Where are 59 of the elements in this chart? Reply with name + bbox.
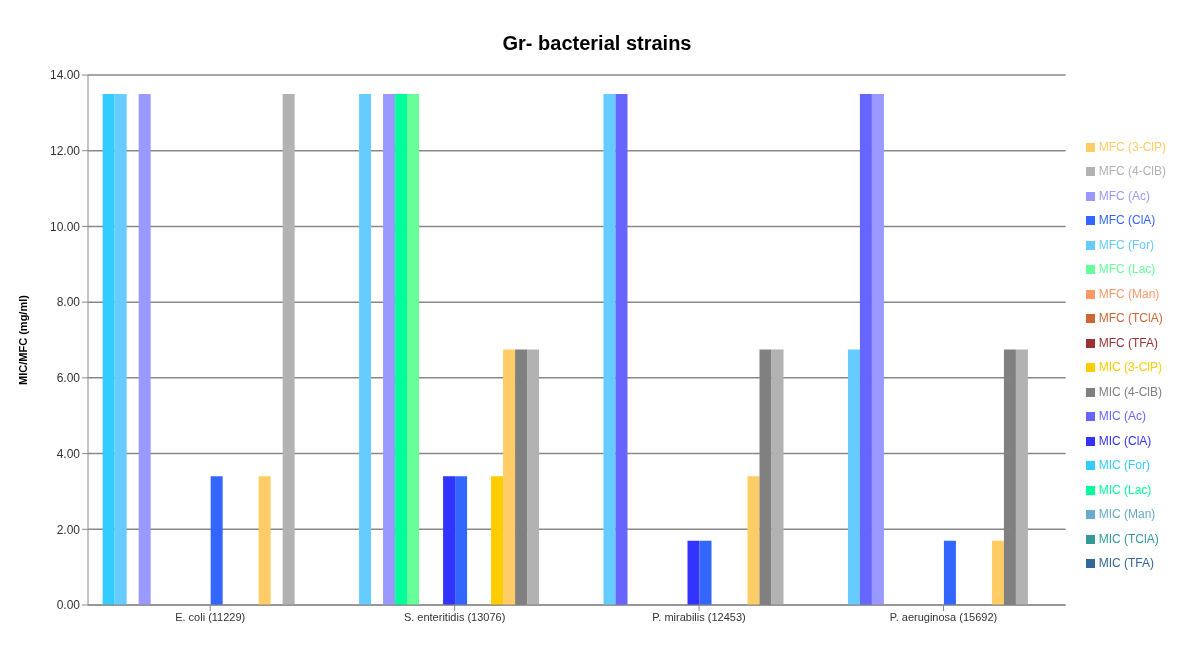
legend-label: MFC (4-ClB) [1098,164,1166,178]
y-tick-label: 8.00 [56,295,81,310]
bar [1015,349,1028,605]
bar [258,476,271,605]
bar [859,93,872,605]
y-axis-title: MIC/MFC (mg/ml) [16,294,29,385]
bar [282,93,295,605]
x-tick-label: P. aeruginosa (15692) [889,610,998,623]
bar [395,93,408,605]
legend-label: MFC (Lac) [1098,262,1156,276]
bar [359,93,372,605]
bar [847,349,860,605]
legend-label: MFC (For) [1098,237,1154,252]
legend-label: MIC (TFA) [1098,556,1154,570]
legend-label: MFC (TFA) [1098,335,1158,350]
legend-label: MFC (TClA) [1098,311,1163,325]
legend-label: MIC (For) [1098,458,1150,472]
bar [943,540,956,605]
bar [407,93,420,605]
legend-label: MIC (3-ClP) [1098,360,1162,374]
x-tick-label: E. coli (11229) [175,610,246,623]
legend-label: MIC (Lac) [1098,482,1152,497]
bar [102,93,115,605]
y-tick-label: 10.00 [49,219,81,234]
bar [615,93,628,605]
bar [455,476,468,605]
y-tick-label: 14.00 [49,68,81,83]
bar [991,540,1004,605]
x-tick-label: S. enteritidis (13076) [403,610,506,623]
bar [383,93,396,605]
bar [138,93,151,605]
legend-label: MIC (ClA) [1098,433,1152,448]
bar [114,93,127,605]
bar [687,540,700,605]
legend-label: MFC (3-ClP) [1098,139,1166,154]
legend-label: MIC (4-ClB) [1098,384,1162,399]
y-tick-label: 2.00 [56,522,81,537]
bar [503,349,516,605]
legend-label: MIC (Ac) [1098,409,1146,423]
legend-label: MIC (Man) [1098,507,1156,521]
bar [527,349,540,605]
legend-label: MIC (TClA) [1098,531,1159,546]
bar [871,93,884,605]
y-tick-label: 0.00 [56,598,81,613]
bar [747,476,760,605]
legend-label: MFC (ClA) [1098,213,1156,227]
bar [491,476,504,605]
bar [771,349,784,605]
chart-title: Gr- bacterial strains [501,31,693,56]
bar [210,476,223,605]
bar [443,476,456,605]
bar [699,540,712,605]
y-tick-label: 12.00 [49,143,81,158]
legend-label: MFC (Man) [1098,286,1160,301]
bar [603,93,616,605]
y-tick-label: 6.00 [56,371,81,386]
x-tick-label: P. mirabilis (12453) [652,610,746,623]
y-tick-label: 4.00 [56,446,81,461]
legend-label: MFC (Ac) [1098,188,1150,203]
